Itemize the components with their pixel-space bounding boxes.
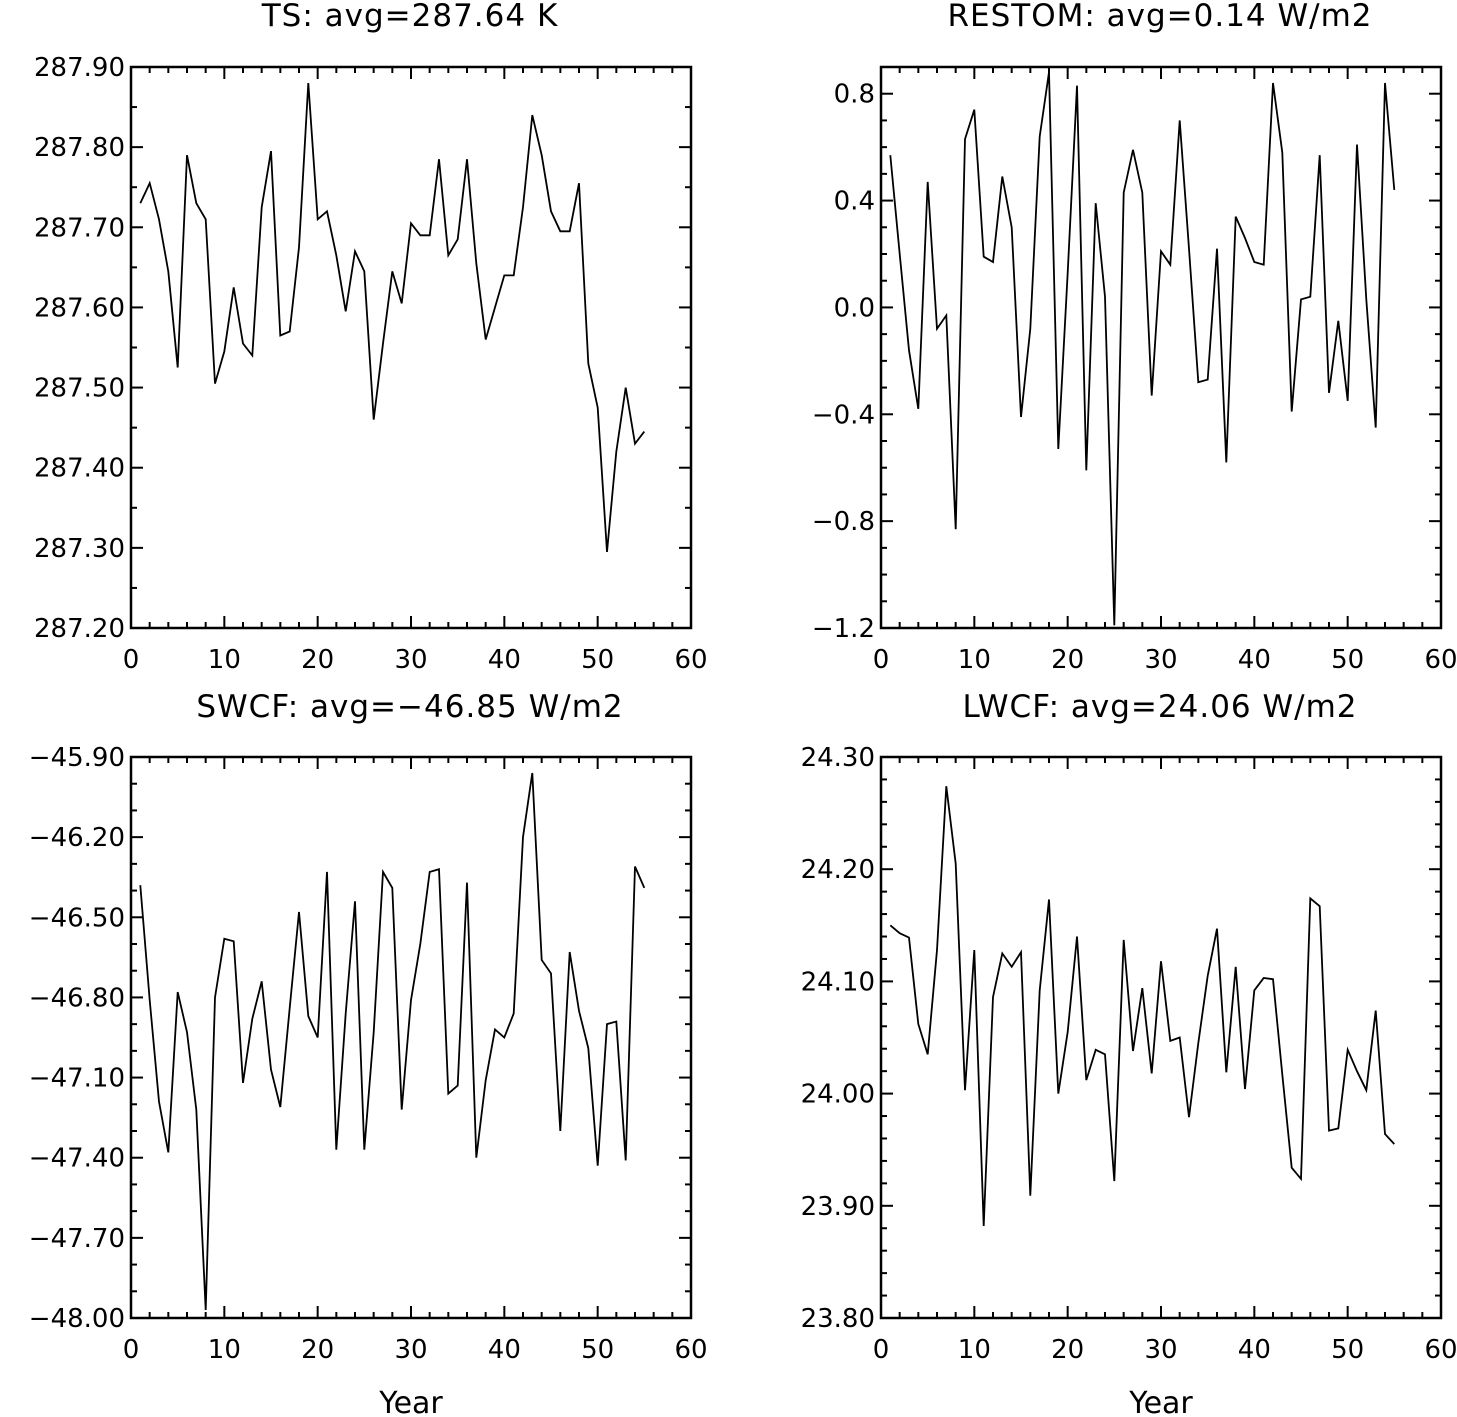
x-tick-label: 50 — [581, 645, 614, 675]
axes: 0 10 20 30 40 50 60 23.80 23.90 24.00 24.10 24.20 24… — [801, 743, 1457, 1365]
y-tick-label: 287.80 — [34, 133, 125, 163]
y-tick-label: −46.20 — [29, 823, 125, 853]
x-tick-label: 20 — [301, 645, 334, 675]
axes: 0 10 20 30 40 50 60 −1.2 −0.8 −0.4 0.0 0.4 0.8 — [812, 66, 1457, 675]
x-axis-label: Year — [378, 1386, 443, 1417]
x-tick-label: 20 — [1051, 645, 1084, 675]
y-tick-label: −47.10 — [29, 1064, 125, 1094]
x-tick-label: 10 — [208, 1335, 241, 1365]
panel-restom: RESTOM: avg=0.14 W/m2 0 10 20 30 40 50 60 −1.2 −… — [812, 0, 1457, 675]
x-tick-label: 40 — [1238, 645, 1271, 675]
plot-frame — [879, 755, 1443, 1320]
y-tick-label: 24.20 — [801, 855, 875, 885]
y-tick-label: −0.4 — [812, 400, 875, 430]
x-tick-label: 20 — [301, 1335, 334, 1365]
y-tick-label: 0.8 — [834, 80, 875, 110]
x-tick-label: 60 — [1424, 1335, 1457, 1365]
y-tick-label: 23.80 — [801, 1304, 875, 1334]
y-tick-label: 287.40 — [34, 454, 125, 484]
y-tick-label: −1.2 — [812, 614, 875, 644]
x-tick-label: 10 — [958, 645, 991, 675]
x-tick-label: 60 — [674, 645, 707, 675]
x-tick-label: 0 — [873, 1335, 890, 1365]
x-tick-label: 20 — [1051, 1335, 1084, 1365]
y-tick-label: 0.0 — [834, 293, 875, 323]
y-tick-label: −46.80 — [29, 983, 125, 1013]
panel-swcf: SWCF: avg=−46.85 W/m2 0 10 20 30 40 50 60 −48.0… — [29, 689, 708, 1417]
y-tick-label: −45.90 — [29, 743, 125, 773]
series-line-swcf — [139, 772, 646, 1311]
series-line-lwcf — [889, 786, 1395, 1227]
x-tick-label: 0 — [123, 1335, 140, 1365]
y-tick-label: 24.00 — [801, 1080, 875, 1110]
panel-title: SWCF: avg=−46.85 W/m2 — [196, 689, 623, 725]
series-line-restom — [889, 72, 1396, 626]
panel-title: TS: avg=287.64 K — [261, 0, 559, 34]
y-tick-label: −0.8 — [812, 507, 875, 537]
panel-ts: TS: avg=287.64 K 0 10 20 30 40 50 60 287.20 287.… — [34, 0, 708, 675]
x-tick-label: 60 — [674, 1335, 707, 1365]
y-tick-label: 0.4 — [834, 187, 875, 217]
panel-lwcf: LWCF: avg=24.06 W/m2 0 10 20 30 40 50 60 23.80 2… — [801, 689, 1457, 1417]
x-tick-label: 30 — [1144, 1335, 1177, 1365]
y-tick-label: 287.60 — [34, 293, 125, 323]
x-tick-label: 40 — [488, 645, 521, 675]
x-tick-label: 0 — [873, 645, 890, 675]
x-axis-label: Year — [1128, 1386, 1193, 1417]
y-tick-label: 23.90 — [801, 1192, 875, 1222]
y-tick-label: 287.90 — [34, 53, 125, 83]
x-tick-label: 60 — [1424, 645, 1457, 675]
axes: 0 10 20 30 40 50 60 287.20 287.30 287.40 287.50 287… — [34, 53, 708, 675]
x-tick-label: 10 — [208, 645, 241, 675]
y-tick-label: 287.20 — [34, 614, 125, 644]
x-tick-label: 30 — [1144, 645, 1177, 675]
y-tick-label: −47.70 — [29, 1224, 125, 1254]
panel-title: RESTOM: avg=0.14 W/m2 — [947, 0, 1372, 34]
y-tick-label: −46.50 — [29, 903, 125, 933]
x-tick-label: 50 — [1331, 645, 1364, 675]
y-tick-label: 24.30 — [801, 743, 875, 773]
x-tick-label: 40 — [488, 1335, 521, 1365]
y-tick-label: 24.10 — [801, 967, 875, 997]
series-line-ts — [139, 82, 646, 552]
y-tick-label: −48.00 — [29, 1304, 125, 1334]
x-tick-label: 0 — [123, 645, 140, 675]
axes: 0 10 20 30 40 50 60 −48.00 −47.70 −47.40 −47.10 −46… — [29, 743, 708, 1365]
x-tick-label: 30 — [394, 645, 427, 675]
x-tick-label: 50 — [581, 1335, 614, 1365]
x-tick-label: 50 — [1331, 1335, 1364, 1365]
x-tick-label: 30 — [394, 1335, 427, 1365]
y-tick-label: 287.30 — [34, 534, 125, 564]
y-tick-label: −47.40 — [29, 1144, 125, 1174]
y-tick-label: 287.50 — [34, 374, 125, 404]
y-tick-label: 287.70 — [34, 213, 125, 243]
panel-title: LWCF: avg=24.06 W/m2 — [962, 689, 1357, 725]
x-tick-label: 40 — [1238, 1335, 1271, 1365]
x-tick-label: 10 — [958, 1335, 991, 1365]
